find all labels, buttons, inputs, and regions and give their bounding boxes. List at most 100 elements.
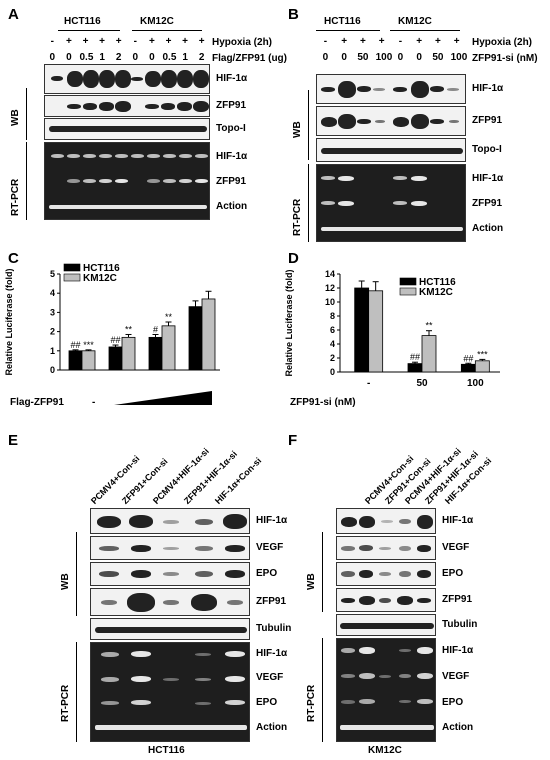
- panel-e-wb-row-vegf: VEGF: [256, 542, 284, 553]
- panel-e-rtpcr-blot: [90, 642, 250, 742]
- panel-b-hypoxia-row: - + + + - + + +: [316, 36, 466, 50]
- panel-b-rtpcr-blot: [316, 164, 466, 242]
- panel-f-wb-row-epo: EPO: [442, 568, 464, 579]
- significance-mark: ***: [477, 349, 488, 359]
- panel-b-hypoxia-cond-0: -: [323, 36, 328, 47]
- panel-f-pcr-row-epo: EPO: [442, 697, 464, 708]
- panel-e-pcr-row-vegf: VEGF: [256, 672, 284, 683]
- panel-a-pcr-row-zfp91: ZFP91: [216, 176, 247, 187]
- panel-b-dose-cond-7: 100: [450, 52, 468, 63]
- panel-b-wb-label: WB: [292, 121, 303, 138]
- y-tick-label: 10: [325, 297, 335, 307]
- bar-HCT116-0: [68, 350, 83, 371]
- panel-a-hypoxia-cond-3: +: [99, 36, 106, 47]
- panel-e-pcr-row-hif: HIF-1α: [256, 648, 288, 659]
- panel-a-cell1: HCT116: [64, 16, 101, 27]
- y-tick-label: 4: [50, 288, 55, 298]
- panel-f-lane-labels: PCMV4+Con-si ZFP91+Con-si PCMV4+HIF-1α-si Z…: [363, 424, 524, 514]
- panel-a-dose-cond-1: 0: [66, 52, 72, 63]
- panel-a-hypoxia-cond-8: +: [182, 36, 189, 47]
- y-axis-label: Relative Luciferase (fold): [284, 269, 294, 376]
- panel-f-wb-hif: [336, 508, 436, 534]
- panel-f-pcr-bracket: [322, 638, 323, 742]
- panel-b-hypoxia-cond-5: +: [416, 36, 423, 47]
- panel-b-cell2: KM12C: [398, 16, 432, 27]
- y-tick-label: 2: [330, 353, 335, 363]
- panel-b-hypoxia-cond-4: -: [398, 36, 403, 47]
- y-tick-label: 5: [50, 269, 55, 279]
- panel-b-wb-row-topo: Topo-I: [472, 144, 502, 155]
- panel-e-wb-vegf: [90, 536, 250, 560]
- panel-d-chart: 0 2 4 6 8 10 12 14 Relative Luciferase (fold) ## *…: [284, 269, 500, 389]
- panel-a-dose-label: Flag/ZFP91 (ug): [212, 53, 287, 64]
- panel-e-wb-label: WB: [60, 573, 71, 590]
- panel-a-cell2-underline: [132, 30, 202, 31]
- x-tick-label: -: [367, 378, 370, 389]
- panel-b-dose-label: ZFP91-si (nM): [472, 53, 538, 64]
- panel-e-wb-zfp91: [90, 588, 250, 616]
- panel-a-wb-row-hif: HIF-1α: [216, 73, 248, 84]
- bar-KM12C-2: [161, 325, 176, 371]
- panel-b-hypoxia-cond-6: +: [434, 36, 441, 47]
- panel-b-wb-hif: [316, 74, 466, 104]
- panel-e-wb-row-zfp91: ZFP91: [256, 596, 287, 607]
- panel-d-treatment-label: ZFP91-si (nM): [290, 397, 356, 408]
- panel-e-pcr-label: RT-PCR: [60, 684, 71, 722]
- panel-b-pcr-bracket: [308, 164, 309, 242]
- panel-b-pcr-label: RT-PCR: [292, 198, 303, 236]
- bar-HCT116-2: [460, 363, 476, 373]
- panel-e-wb-hif: [90, 508, 250, 534]
- panel-c-treatment-label: Flag-ZFP91: [10, 397, 64, 408]
- panel-a-cell1-underline: [58, 30, 120, 31]
- bar-KM12C-1: [121, 336, 136, 371]
- panel-b-wb-zfp91: [316, 106, 466, 136]
- panel-a-dose-cond-7: 0.5: [162, 52, 177, 63]
- panel-e-wb-bracket: [76, 532, 77, 616]
- panel-b-wb-row-zfp91: ZFP91: [472, 115, 503, 126]
- panel-b-pcr-row-hif: HIF-1α: [472, 173, 504, 184]
- legend-label-HCT116: HCT116: [83, 263, 120, 274]
- y-axis-label: Relative Luciferase (fold): [4, 268, 14, 375]
- panel-a-hypoxia-row: - + + + + - + + + +: [44, 36, 210, 50]
- panel-f-wb-row-vegf: VEGF: [442, 542, 470, 553]
- panel-b-dose-cond-5: 0: [416, 52, 422, 63]
- panel-e-wb-epo: [90, 562, 250, 586]
- y-tick-label: 14: [325, 269, 335, 279]
- legend-swatch-KM12C: [399, 287, 417, 296]
- panel-f-letter: F: [288, 432, 298, 449]
- panel-a-dose-cond-6: 0: [149, 52, 155, 63]
- panel-b-hypoxia-cond-1: +: [341, 36, 348, 47]
- panel-b-dose-cond-2: 50: [357, 52, 369, 63]
- panel-a-wb-row-topo: Topo-I: [216, 123, 246, 134]
- panel-e-letter: E: [8, 432, 19, 449]
- bar-HCT116-1: [407, 363, 423, 373]
- panel-b-pcr-row-zfp91: ZFP91: [472, 198, 503, 209]
- panel-a-dose-cond-2: 0.5: [79, 52, 94, 63]
- panel-b-hypoxia-cond-7: +: [453, 36, 460, 47]
- panel-a-dose-cond-9: 2: [198, 52, 205, 63]
- panel-b-dose-cond-0: 0: [322, 52, 329, 63]
- bar-KM12C-3: [201, 298, 216, 371]
- panel-a-hypoxia-label: Hypoxia (2h): [212, 37, 273, 48]
- panel-e-cell-label: HCT116: [148, 745, 185, 756]
- panel-f-wb-label: WB: [306, 573, 317, 590]
- panel-b-dose-row: 0 0 50 100 0 0 50 100: [316, 52, 468, 66]
- legend-swatch-KM12C: [63, 273, 81, 282]
- legend-label-HCT116: HCT116: [419, 277, 456, 288]
- panel-a-wb-topo: [44, 118, 210, 140]
- bar-KM12C-0: [368, 290, 384, 373]
- y-tick-label: 8: [330, 311, 335, 321]
- panel-a-dose-cond-8: 1: [182, 52, 188, 63]
- panel-b-cell1-underline: [316, 30, 380, 31]
- bar-HCT116-1: [108, 346, 123, 371]
- panel-b-dose-cond-4: 0: [397, 52, 404, 63]
- panel-a-hypoxia-cond-4: +: [115, 36, 122, 47]
- panel-f-pcr-row-action: Action: [442, 722, 474, 733]
- panel-f-wb-row-hif: HIF-1α: [442, 515, 474, 526]
- panel-b-hypoxia-cond-2: +: [359, 36, 366, 47]
- panel-a-pcr-bracket: [26, 142, 27, 220]
- panel-a-hypoxia-cond-1: +: [65, 36, 72, 47]
- panel-f-pcr-label: RT-PCR: [306, 684, 317, 722]
- panel-f-wb-bracket: [322, 532, 323, 612]
